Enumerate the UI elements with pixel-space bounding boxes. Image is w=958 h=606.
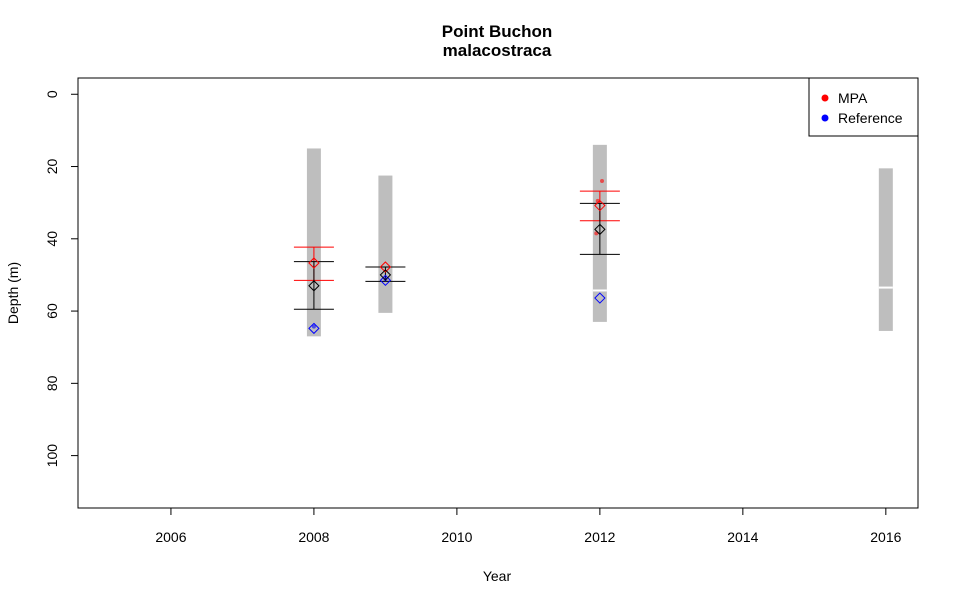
plot-area [293, 144, 893, 337]
x-tick-label-3: 2012 [584, 529, 615, 545]
mpa-mean-marker-2009 [379, 261, 392, 273]
depth-range-bar-2016 [878, 168, 893, 331]
reference-mean-marker-2012 [594, 292, 606, 304]
legend-mpa-marker [821, 94, 829, 102]
x-tick-label-4: 2014 [727, 529, 758, 545]
y-tick-label-3: 60 [44, 303, 60, 319]
y-tick-label-4: 80 [44, 375, 60, 391]
x-axis: 2006 2008 2010 2012 2014 2016 [155, 508, 902, 545]
legend-box [808, 77, 919, 137]
x-tick-label-0: 2006 [155, 529, 186, 545]
y-tick-label-0: 0 [44, 90, 60, 98]
mpa-point-2 [600, 178, 605, 183]
legend-reference-label: Reference [838, 110, 903, 126]
y-tick-label-1: 20 [44, 159, 60, 175]
reference-point-0 [311, 324, 316, 329]
chart-title: Point Buchon [442, 22, 552, 41]
y-tick-label-5: 100 [44, 444, 60, 468]
legend: MPA Reference [808, 77, 919, 137]
overall-mean-marker-2012 [594, 223, 606, 236]
mpa-mean-marker-2012 [594, 199, 606, 212]
x-tick-label-5: 2016 [870, 529, 901, 545]
legend-mpa-label: MPA [838, 90, 868, 106]
y-axis-label: Depth (m) [5, 262, 21, 324]
depth-range-bar-2008 [306, 148, 321, 337]
mpa-mean-marker-2008 [308, 257, 320, 269]
chart-subtitle: malacostraca [443, 41, 552, 60]
depth-range-bar-2009 [378, 175, 393, 313]
x-axis-label: Year [483, 568, 512, 584]
reference-mean-marker-2008 [308, 322, 320, 335]
plot-frame [77, 77, 919, 509]
x-tick-label-2: 2010 [441, 529, 472, 545]
x-tick-label-1: 2008 [298, 529, 329, 545]
overall-mean-marker-2008 [308, 280, 320, 292]
reference-mean-marker-2009 [379, 274, 392, 287]
overall-mean-marker-2009 [379, 269, 392, 281]
y-axis: 0 20 40 60 80 100 [44, 90, 78, 467]
legend-reference-marker [821, 114, 829, 122]
y-tick-label-2: 40 [44, 231, 60, 247]
